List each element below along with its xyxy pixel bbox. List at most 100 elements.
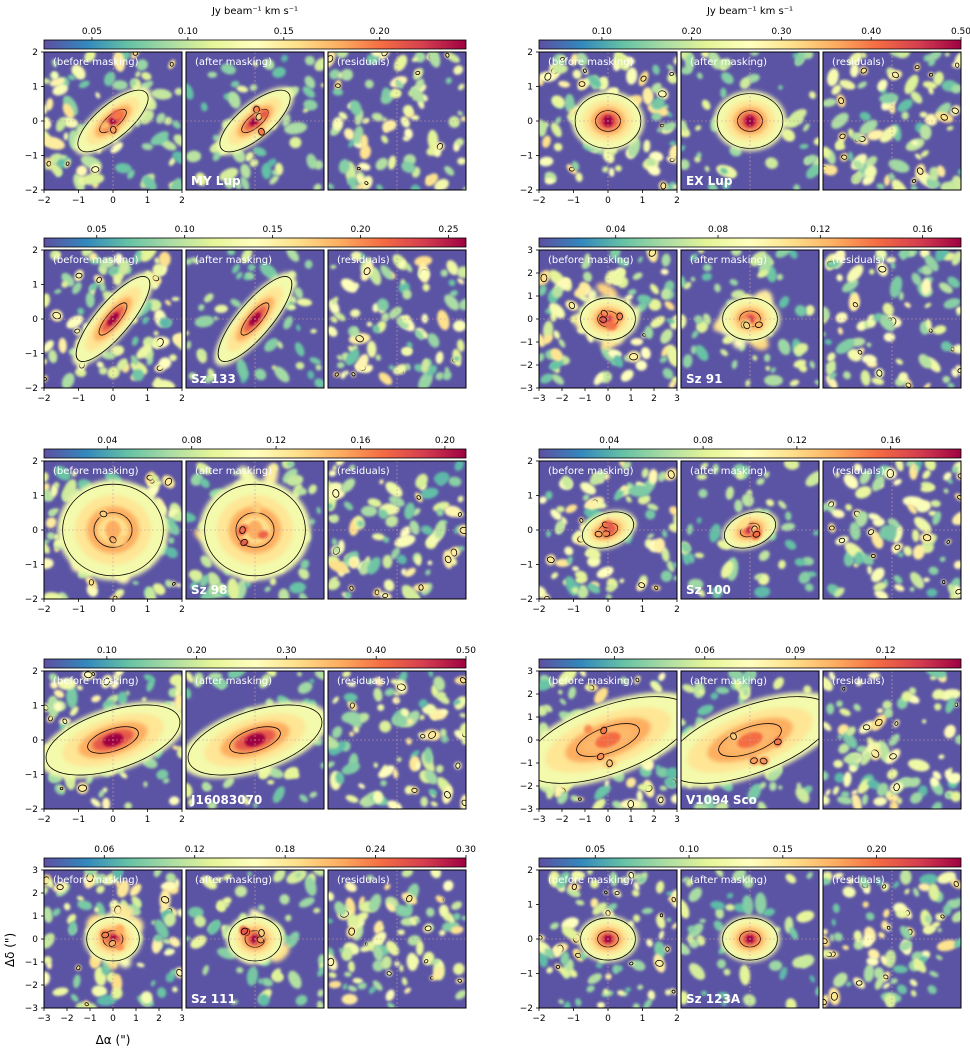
x-tick-label: 2 (674, 605, 680, 615)
y-tick-label: −2 (25, 595, 38, 605)
intensity-map (328, 671, 466, 809)
x-tick-label: −2 (532, 605, 545, 615)
colorbar-tick-label: 0.12 (810, 225, 830, 235)
panel-before-masking: (before masking) −2 −1 0 1 2 2 1 0 −1 −2 (520, 48, 680, 206)
source-name: Sz 98 (191, 583, 228, 597)
source-sz-100: 0.04 0.08 0.12 0.16 (before masking) −2 −1 0 1 2 2… (520, 436, 962, 615)
panel-residuals: (residuals) (327, 460, 467, 600)
intensity-map (328, 250, 466, 388)
panel-after-masking: (after masking) V1094 Sco (680, 670, 820, 810)
colorbar-tick-label: 0.16 (881, 436, 901, 446)
colorbar-tick-label: 0.06 (94, 845, 114, 855)
y-tick-label: −2 (520, 595, 533, 605)
source-name: Sz 123A (686, 992, 741, 1006)
source-name: Sz 133 (191, 372, 236, 386)
panel-residuals: (residuals) (327, 869, 467, 1009)
source-ex-lup: 0.10 0.20 0.30 0.40 0.50 Jy beam⁻¹ km s⁻¹ (bef… (520, 6, 970, 206)
y-tick-label: −2 (520, 1004, 533, 1014)
source-my-lup: 0.05 0.10 0.15 0.20 Jy beam⁻¹ km s⁻¹ (before … (25, 6, 467, 206)
y-tick-label: 1 (527, 292, 533, 302)
x-tick-label: 0 (605, 394, 611, 404)
x-tick-label: 1 (145, 196, 151, 206)
colorbar-tick-label: 0.16 (913, 225, 933, 235)
x-tick-label: 2 (674, 1014, 680, 1024)
panel-frame (822, 51, 962, 191)
y-tick-label: −1 (25, 771, 38, 781)
panel-label: (residuals) (832, 676, 885, 687)
x-tick-label: 0 (110, 394, 116, 404)
x-tick-label: −2 (532, 1014, 545, 1024)
colorbar-unit-label: Jy beam⁻¹ km s⁻¹ (211, 6, 298, 17)
y-tick-label: 3 (527, 667, 533, 677)
x-tick-label: −2 (555, 394, 568, 404)
colorbar-tick-label: 0.20 (867, 845, 887, 855)
x-tick-label: −1 (72, 394, 85, 404)
colorbar-tick-label: 0.05 (585, 845, 605, 855)
source-sz-98: 0.04 0.08 0.12 0.16 0.20 (before masking) −2 −1… (25, 436, 467, 615)
colorbar (538, 237, 962, 248)
y-tick-label: 0 (527, 935, 533, 945)
panel-label: (residuals) (337, 875, 390, 886)
x-tick-label: 0 (110, 815, 116, 825)
figure-root: 0.05 0.10 0.15 0.20 Jy beam⁻¹ km s⁻¹ (before … (25, 6, 970, 1024)
panel-after-masking: (after masking) MY Lup (185, 51, 325, 191)
colorbar-tick-label: 0.24 (366, 845, 386, 855)
colorbar-tick-label: 0.20 (187, 646, 207, 656)
panel-after-masking: (after masking) Sz 133 (185, 249, 325, 389)
panel-label: (before masking) (548, 57, 634, 68)
y-tick-label: −1 (520, 338, 533, 348)
y-tick-label: 0 (527, 117, 533, 127)
colorbar-tick-label: 0.10 (97, 646, 117, 656)
colorbar (538, 857, 962, 868)
panel-label: (after masking) (690, 255, 767, 266)
source-name: EX Lup (686, 174, 733, 188)
colorbar-tick-label: 0.18 (275, 845, 295, 855)
x-axis-label: Δα (") (96, 1033, 131, 1047)
colorbar-tick-label: 0.04 (97, 436, 117, 446)
source-name: Sz 100 (686, 583, 731, 597)
x-tick-label: 1 (145, 394, 151, 404)
y-tick-label: 0 (527, 315, 533, 325)
x-tick-label: −1 (567, 605, 580, 615)
panel-after-masking: (after masking) Sz 100 (680, 460, 820, 600)
source-j16083070: 0.10 0.20 0.30 0.40 0.50 (before masking) −2 −1… (25, 646, 477, 825)
x-tick-label: −3 (532, 394, 545, 404)
source-name: Sz 91 (686, 372, 723, 386)
intensity-map (539, 870, 677, 1008)
panel-after-masking: (after masking) Sz 91 (680, 249, 820, 389)
intensity-map (681, 461, 819, 599)
intensity-map (186, 250, 324, 388)
x-tick-label: 2 (651, 815, 657, 825)
colorbar-tick-label: 0.15 (263, 225, 283, 235)
colorbar-tick-label: 0.40 (861, 27, 881, 37)
y-tick-label: −2 (520, 186, 533, 196)
x-tick-label: 1 (145, 605, 151, 615)
colorbar-tick-label: 0.03 (604, 646, 624, 656)
panel-label: (after masking) (690, 676, 767, 687)
y-tick-label: −2 (25, 186, 38, 196)
panel-frame (327, 869, 467, 1009)
x-tick-label: 2 (179, 394, 185, 404)
panel-frame (327, 670, 467, 810)
x-tick-label: 0 (605, 1014, 611, 1024)
x-tick-label: 0 (110, 196, 116, 206)
panel-label: (after masking) (195, 875, 272, 886)
panel-frame (185, 460, 325, 600)
panel-frame (680, 869, 820, 1009)
intensity-map (328, 461, 466, 599)
x-tick-label: −1 (72, 815, 85, 825)
panel-after-masking: (after masking) Sz 123A (680, 869, 820, 1009)
intensity-map (539, 461, 677, 599)
intensity-map (44, 52, 182, 190)
y-tick-label: −1 (25, 152, 38, 162)
panel-before-masking: (before masking) −2 −1 0 1 2 2 1 0 −1 −2 (520, 457, 680, 615)
panel-frame (680, 249, 820, 389)
colorbar-tick-label: 0.15 (773, 845, 793, 855)
panel-after-masking: (after masking) J16083070 (185, 670, 325, 810)
y-tick-label: −3 (25, 1004, 38, 1014)
panel-label: (after masking) (690, 875, 767, 886)
panel-before-masking: (before masking) −2 −1 0 1 2 2 1 0 −1 −2 (25, 48, 185, 206)
panel-label: (residuals) (337, 57, 390, 68)
colorbar-tick-label: 0.20 (682, 27, 702, 37)
x-tick-label: −2 (555, 815, 568, 825)
